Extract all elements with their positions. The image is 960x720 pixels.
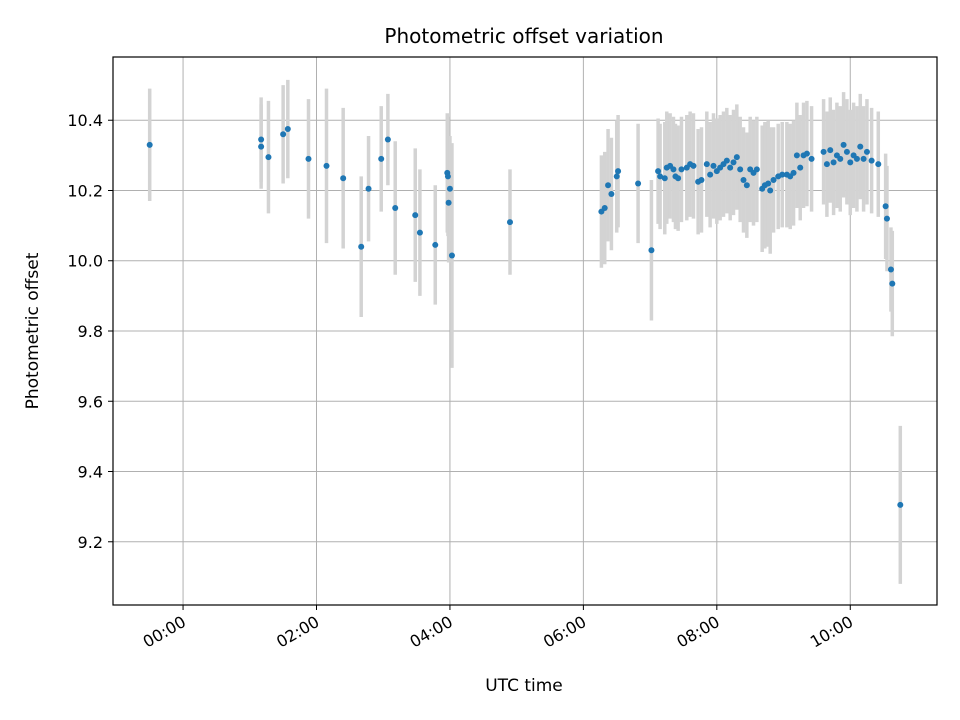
data-point <box>675 175 682 182</box>
y-axis-ticks: 9.2 9.4 9.6 9.8 10.0 10.2 10.4 <box>67 111 113 552</box>
data-point <box>445 199 452 206</box>
data-point <box>655 168 662 175</box>
data-point <box>258 136 265 143</box>
y-tick-label: 9.8 <box>78 322 103 341</box>
data-point <box>808 155 815 162</box>
data-point <box>847 159 854 166</box>
data-point <box>889 280 896 287</box>
data-point <box>340 175 347 182</box>
data-point <box>657 173 664 180</box>
data-point <box>146 141 153 148</box>
data-point <box>601 205 608 212</box>
data-point <box>875 161 882 168</box>
data-point <box>887 266 894 273</box>
y-tick-label: 9.4 <box>78 463 103 482</box>
data-point <box>827 147 834 154</box>
data-point <box>863 148 870 155</box>
data-point <box>740 176 747 183</box>
data-point <box>280 131 287 138</box>
data-point <box>853 155 860 162</box>
data-point <box>790 169 797 176</box>
data-point <box>882 203 889 210</box>
y-tick-label: 9.2 <box>78 533 103 552</box>
data-point <box>613 173 620 180</box>
data-point <box>448 252 455 259</box>
data-point <box>608 191 615 197</box>
data-point <box>860 155 867 162</box>
data-point <box>378 155 385 162</box>
data-point <box>678 166 685 173</box>
data-point <box>615 168 622 175</box>
data-point <box>727 164 734 171</box>
data-point <box>765 180 772 187</box>
data-point <box>803 150 810 157</box>
data-point <box>258 143 265 150</box>
data-point <box>284 126 291 133</box>
data-point <box>868 157 875 164</box>
x-axis-label: UTC time <box>485 676 563 696</box>
data-point <box>416 229 423 236</box>
data-point <box>883 215 890 222</box>
data-point <box>690 162 697 169</box>
data-point <box>432 241 439 248</box>
y-tick-label: 10.0 <box>67 252 103 271</box>
data-point <box>661 175 668 182</box>
data-point <box>412 212 419 219</box>
data-point <box>392 205 399 212</box>
data-point <box>384 136 391 143</box>
data-point <box>305 155 312 162</box>
data-point <box>797 164 804 171</box>
data-point <box>843 148 850 155</box>
data-point <box>265 154 272 161</box>
data-point <box>707 171 714 178</box>
data-point <box>820 148 827 155</box>
data-point <box>897 501 904 508</box>
data-point <box>730 159 737 166</box>
data-point <box>723 157 730 164</box>
data-point <box>770 176 777 183</box>
data-point <box>737 166 744 173</box>
y-tick-label: 10.2 <box>67 181 103 200</box>
chart-title: Photometric offset variation <box>384 24 663 48</box>
data-point <box>779 171 786 178</box>
data-point <box>837 155 844 162</box>
data-point <box>506 219 513 226</box>
data-point <box>635 180 642 187</box>
data-point <box>323 162 330 169</box>
data-point <box>358 243 365 250</box>
data-points <box>146 126 904 508</box>
data-point <box>648 247 655 254</box>
data-point <box>743 182 750 189</box>
data-point <box>444 173 451 180</box>
data-point <box>767 187 774 194</box>
data-point <box>830 159 837 166</box>
y-tick-label: 9.6 <box>78 392 103 411</box>
y-tick-label: 10.4 <box>67 111 103 130</box>
y-axis-label: Photometric offset <box>23 252 43 409</box>
data-point <box>823 161 830 168</box>
data-point <box>365 185 372 192</box>
data-point <box>670 166 677 173</box>
data-point <box>446 185 453 192</box>
data-point <box>857 143 864 150</box>
data-point <box>710 162 717 169</box>
data-point <box>733 154 740 161</box>
data-point <box>698 176 705 183</box>
data-point <box>840 141 847 148</box>
data-point <box>703 161 710 168</box>
data-point <box>753 166 760 173</box>
data-point <box>793 152 800 159</box>
data-point <box>605 182 612 189</box>
